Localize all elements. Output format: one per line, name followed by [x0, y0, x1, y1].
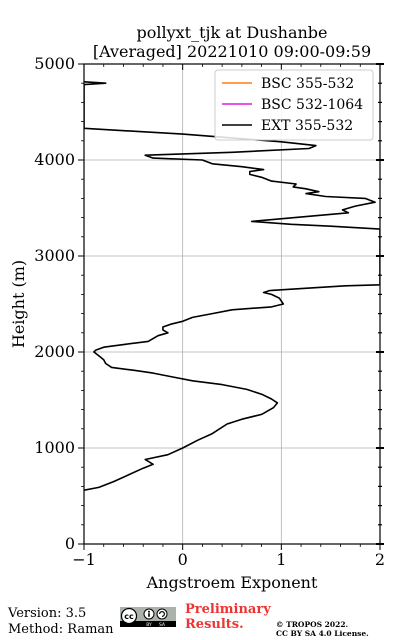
preliminary-notice: Preliminary Results.	[185, 602, 271, 632]
legend-box	[214, 69, 374, 141]
plot-frame	[83, 63, 381, 545]
legend: BSC 355-532 BSC 532-1064 EXT 355-532	[214, 69, 374, 141]
copyright-notice: © TROPOS 2022. CC BY SA 4.0 License.	[276, 620, 369, 638]
copyright-line1: © TROPOS 2022.	[276, 620, 349, 629]
sa-glyph: SA	[159, 622, 166, 627]
x-tick-label: 0	[178, 550, 188, 569]
axis-ticks	[78, 63, 384, 550]
legend-label-bsc-532-1064: BSC 532-1064	[261, 97, 363, 113]
y-tick-label: 4000	[34, 150, 75, 169]
x-tick-label: 1	[276, 550, 286, 569]
series-layer	[84, 81, 380, 491]
by-glyph: BY	[146, 622, 152, 627]
series-line-ext-355-532	[84, 81, 380, 491]
preliminary-line2: Results.	[185, 617, 244, 632]
y-tick-label: 1000	[34, 438, 75, 457]
x-axis-label: Angstroem Exponent	[146, 573, 318, 592]
x-tick-label: −1	[72, 550, 96, 569]
x-tick-label: 2	[375, 550, 385, 569]
version-text: Version: 3.5	[8, 606, 87, 621]
chart-title: pollyxt_tjk at Dushanbe	[136, 23, 327, 42]
cc-glyph: cc	[124, 612, 134, 621]
chart-subtitle: [Averaged] 20221010 09:00-09:59	[93, 42, 371, 61]
copyright-line2: CC BY SA 4.0 License.	[276, 629, 369, 638]
y-tick-label: 2000	[34, 342, 75, 361]
y-tick-label: 0	[65, 534, 75, 553]
method-text: Method: Raman	[8, 622, 114, 637]
footer-info: Version: 3.5 Method: Raman	[8, 606, 114, 638]
legend-label-ext-355-532: EXT 355-532	[261, 118, 353, 134]
cc-by-sa-license-icon: cc BY SA	[120, 607, 176, 627]
legend-label-bsc-355-532: BSC 355-532	[261, 76, 354, 92]
y-axis-label: Height (m)	[9, 260, 28, 348]
y-tick-label: 5000	[34, 54, 75, 73]
preliminary-line1: Preliminary	[185, 602, 271, 617]
angstroem-chart: pollyxt_tjk at Dushanbe [Averaged] 20221…	[9, 23, 385, 592]
y-tick-label: 3000	[34, 246, 75, 265]
